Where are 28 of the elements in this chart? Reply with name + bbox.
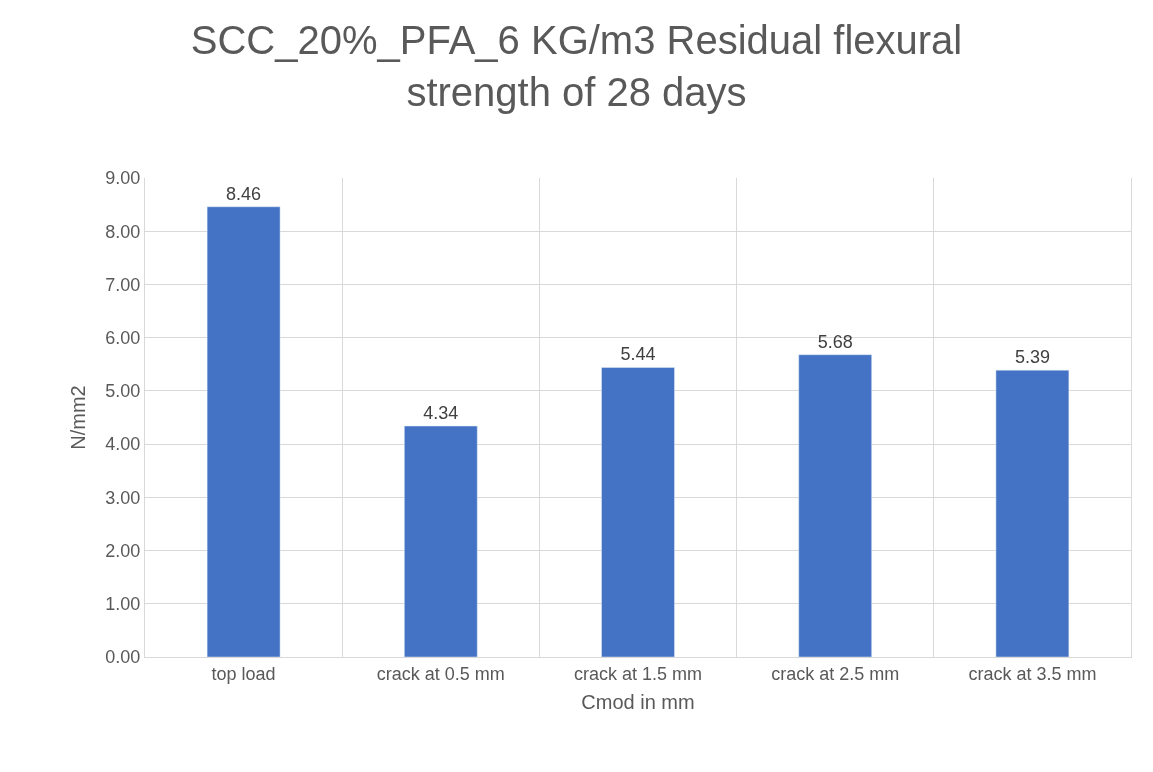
x-tick-label: crack at 3.5 mm: [968, 663, 1097, 684]
data-label: 5.44: [620, 344, 656, 365]
data-label: 5.68: [817, 331, 853, 352]
bar: [404, 425, 478, 657]
x-axis-title: Cmod in mm: [581, 691, 695, 714]
y-tick-label: 3.00: [105, 487, 141, 508]
data-label: 4.34: [423, 403, 459, 424]
y-axis-title: N/mm2: [66, 385, 89, 450]
y-tick-label: 4.00: [105, 434, 141, 455]
y-tick-label: 2.00: [105, 540, 141, 561]
x-tick-label: crack at 2.5 mm: [771, 663, 900, 684]
y-tick-label: 5.00: [105, 381, 141, 402]
chart-title: SCC_20%_PFA_6 KG/m3 Residual flexural strength of 28 days: [190, 18, 963, 115]
bar: [995, 369, 1070, 657]
y-tick-label: 8.00: [105, 221, 141, 242]
data-label: 8.46: [226, 183, 262, 204]
y-tick-label: 0.00: [105, 647, 141, 668]
y-tick-label: 6.00: [105, 327, 141, 348]
y-tick-label: 9.00: [105, 168, 141, 189]
x-tick-label: top load: [211, 663, 276, 684]
x-tick-label: crack at 1.5 mm: [573, 663, 703, 684]
y-tick-label: 1.00: [105, 594, 141, 615]
bar: [798, 354, 872, 657]
x-tick-label: crack at 0.5 mm: [376, 663, 505, 684]
bar: [601, 367, 675, 657]
bar: [206, 206, 281, 657]
data-label: 5.39: [1014, 347, 1050, 368]
y-tick-label: 7.00: [105, 274, 141, 295]
